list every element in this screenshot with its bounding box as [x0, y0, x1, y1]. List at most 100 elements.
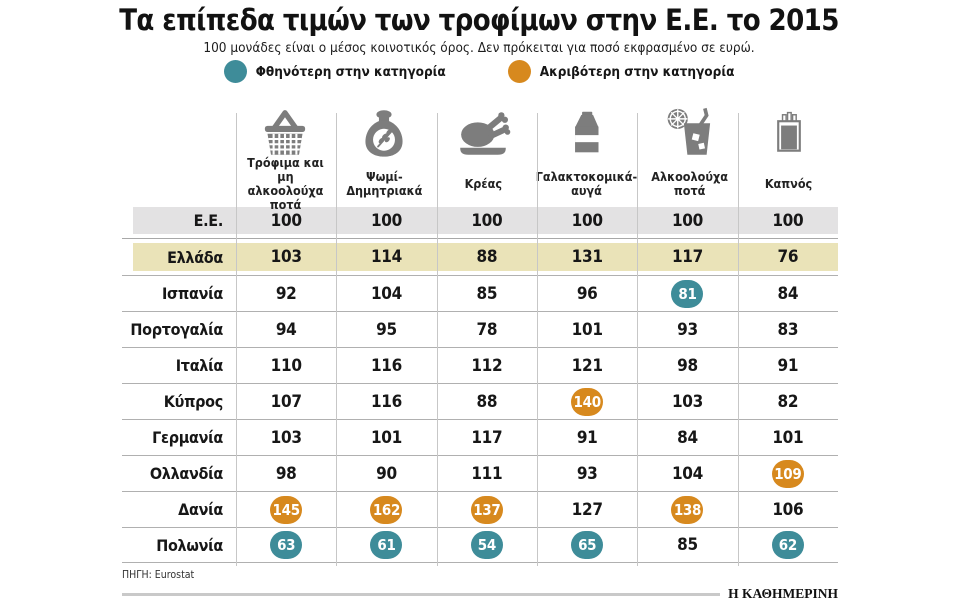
expensive-value-badge: 138	[671, 495, 704, 524]
value-cell: 137	[437, 495, 537, 524]
value: 100	[471, 210, 503, 231]
table-row: Κύπρος 107 116 88 140 103 82	[122, 383, 838, 419]
page-title: Τα επίπεδα τιμών των τροφίμων στην Ε.Ε. …	[119, 3, 839, 37]
legend-label-cheapest: Φθηνότερη στην κατηγορία	[255, 63, 446, 80]
table-row: Γερμανία 103 101 117 91 84 101	[122, 419, 838, 455]
page-subtitle: 100 μονάδες είναι ο μέσος κοινοτικός όρο…	[203, 40, 755, 56]
price-table: Τρόφιμα και μη αλκοολούχα ποτά Ψωμί-Δημη…	[122, 100, 838, 563]
value-cell: 131	[537, 247, 637, 267]
column-label: Γαλακτοκομικά-αυγά	[535, 168, 638, 198]
value-cell: 81	[637, 279, 737, 308]
value-cell: 109	[738, 459, 838, 488]
value: 104	[370, 283, 402, 304]
value: 88	[476, 391, 498, 412]
column-label: Καπνός	[764, 175, 813, 191]
value: 94	[275, 319, 297, 340]
value-cell: 82	[738, 392, 838, 412]
value-cell: 93	[537, 464, 637, 484]
value-cell: 107	[236, 392, 336, 412]
value: 91	[777, 355, 799, 376]
value: 98	[275, 463, 297, 484]
cheapest-value-badge: 54	[470, 531, 503, 559]
legend-label-most-expensive: Ακριβότερη στην κατηγορία	[539, 63, 735, 80]
source-note: ΠΗΓΗ: Eurostat	[122, 569, 195, 581]
value-cell: 103	[236, 428, 336, 448]
cheapest-value-badge: 63	[270, 531, 303, 559]
value-cell: 117	[437, 428, 537, 448]
column-label: Αλκοολούχα ποτά	[651, 168, 728, 198]
value-cell: 94	[236, 320, 336, 340]
value: 100	[671, 210, 703, 231]
column-header-3: Κρέας	[434, 100, 533, 207]
poultry-icon	[454, 100, 512, 160]
cheapest-value-badge: 65	[571, 531, 604, 559]
value: 88	[476, 247, 498, 267]
expensive-value-badge: 109	[771, 459, 804, 488]
value: 84	[777, 283, 799, 304]
value: 100	[270, 210, 302, 231]
row-label: Ελλάδα	[167, 247, 223, 267]
table-row: Ελλάδα 103 114 88 131 117 76	[122, 243, 838, 271]
table-row: Πολωνία 63 61 54 65 85 62	[122, 527, 838, 563]
value-cell: 61	[336, 531, 436, 559]
value-cell: 104	[336, 284, 436, 304]
value-cell: 100	[738, 211, 838, 231]
row-separator	[122, 234, 838, 243]
value: 111	[471, 463, 503, 484]
table-row: Δανία 145 162 137 127 138 106	[122, 491, 838, 527]
expensive-value-badge: 162	[370, 495, 403, 524]
value: 100	[571, 210, 603, 231]
value: 85	[476, 283, 498, 304]
row-label: Κύπρος	[163, 392, 224, 411]
value: 117	[471, 427, 503, 448]
value: 110	[270, 355, 302, 376]
column-label: Κρέας	[464, 175, 502, 191]
row-label: Πολωνία	[156, 535, 223, 555]
value-cell: 116	[336, 356, 436, 376]
value: 84	[677, 427, 698, 448]
value-cell: 103	[236, 247, 336, 267]
row-label: Ε.Ε.	[193, 211, 224, 230]
value-cell: 106	[738, 500, 838, 520]
value: 101	[571, 319, 603, 340]
table-row: Ιταλία 110 116 112 121 98 91	[122, 347, 838, 383]
value-cell: 63	[236, 531, 336, 559]
value-cell: 112	[437, 356, 537, 376]
table-row: Ισπανία 92 104 85 96 81 84	[122, 275, 838, 311]
row-label: Δανία	[178, 500, 223, 519]
drink-icon	[662, 100, 718, 160]
value: 93	[677, 319, 698, 340]
value: 93	[576, 463, 598, 484]
row-label: Ισπανία	[161, 284, 223, 303]
value: 103	[270, 247, 302, 267]
value-cell: 96	[537, 284, 637, 304]
basket-icon	[256, 100, 314, 160]
row-label: Ολλανδία	[149, 464, 223, 483]
value-cell: 100	[637, 211, 737, 231]
value-cell: 88	[437, 247, 537, 267]
value: 90	[376, 463, 397, 484]
value: 106	[772, 499, 804, 520]
masthead: Τα επίπεδα τιμών των τροφίμων στην Ε.Ε. …	[0, 3, 958, 56]
value: 101	[370, 427, 402, 448]
value: 107	[270, 391, 302, 412]
footer: ΠΗΓΗ: Eurostat Η ΚΑΘΗΜΕΡΙΝΗ	[122, 569, 838, 598]
value: 82	[777, 391, 799, 412]
value-cell: 140	[537, 387, 637, 416]
row-label: Πορτογαλία	[130, 320, 223, 339]
expensive-value-badge: 145	[270, 495, 303, 524]
value-cell: 98	[236, 464, 336, 484]
value: 112	[471, 355, 503, 376]
value: 96	[576, 283, 598, 304]
value: 116	[370, 391, 402, 412]
value: 100	[370, 210, 402, 231]
value: 114	[370, 247, 402, 267]
value: 116	[370, 355, 402, 376]
value: 83	[777, 319, 799, 340]
value-cell: 101	[537, 320, 637, 340]
value: 76	[777, 247, 799, 267]
value-cell: 138	[637, 495, 737, 524]
value-cell: 98	[637, 356, 737, 376]
row-label: Γερμανία	[152, 428, 223, 447]
value: 91	[576, 427, 598, 448]
